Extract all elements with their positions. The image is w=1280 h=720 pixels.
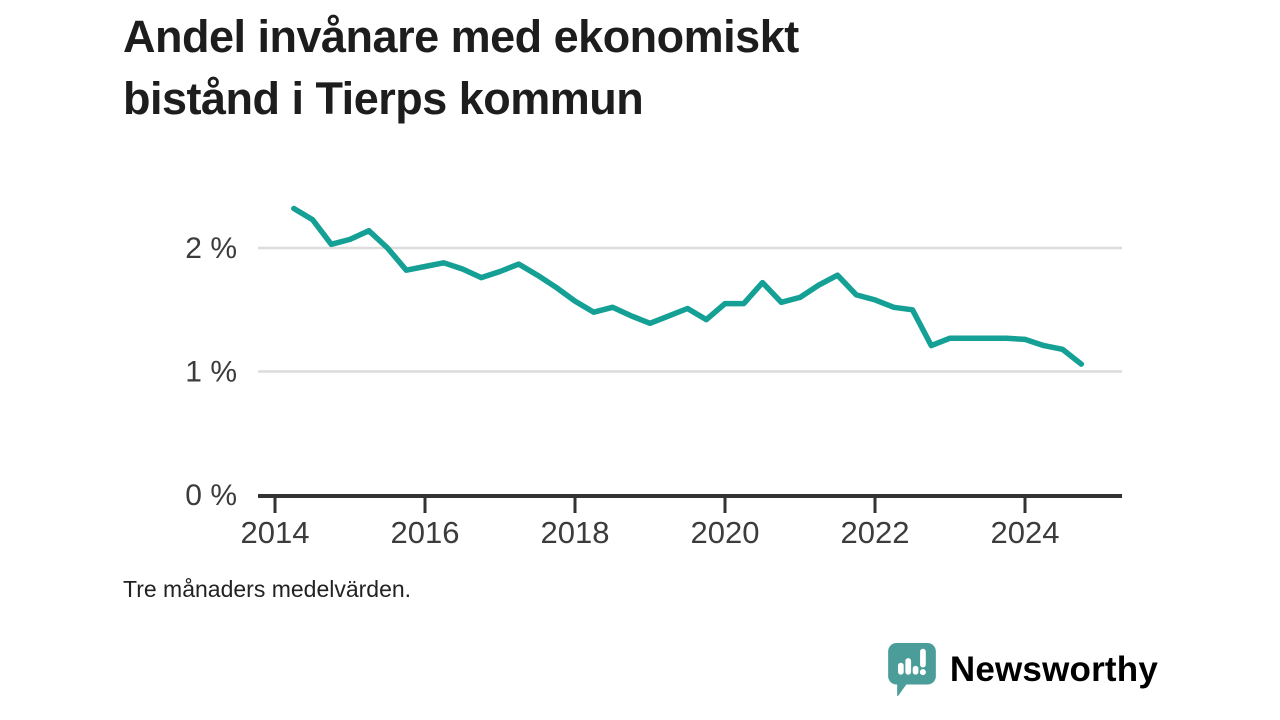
chart-title-line-1: Andel invånare med ekonomiskt xyxy=(123,11,799,62)
logo-bar-small xyxy=(897,662,904,675)
chart-title-line-2: bistånd i Tierps kommun xyxy=(123,73,644,124)
x-tick-label: 2016 xyxy=(391,515,460,550)
x-tick-label: 2022 xyxy=(841,515,910,550)
logo-exclamation-bar xyxy=(919,648,926,668)
newsworthy-logo: Newsworthy xyxy=(886,642,1158,698)
data-line-share-with-assistance xyxy=(291,205,1085,367)
y-tick-label: 0 % xyxy=(185,479,237,512)
chart-footnote: Tre månaders medelvärden. xyxy=(123,576,412,602)
x-tick-label: 2014 xyxy=(241,515,310,550)
logo-exclamation-dot xyxy=(919,669,926,676)
x-tick-label: 2024 xyxy=(991,515,1060,550)
x-tick-label: 2020 xyxy=(691,515,760,550)
chart-title: Andel invånare med ekonomiskt bistånd i T… xyxy=(123,6,1023,130)
y-tick-label: 2 % xyxy=(185,232,237,265)
logo-bar-medium xyxy=(912,665,919,675)
y-tick-label: 1 % xyxy=(185,356,237,389)
x-tick-label: 2018 xyxy=(541,515,610,550)
logo-bar-tall xyxy=(905,658,911,675)
brand-name: Newsworthy xyxy=(949,650,1158,689)
newsworthy-bubble-icon xyxy=(887,643,936,697)
